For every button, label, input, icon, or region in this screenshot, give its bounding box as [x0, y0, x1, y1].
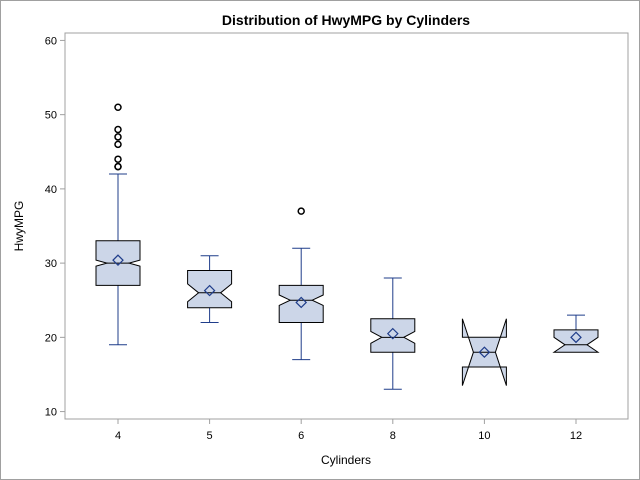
- notched-box: [187, 270, 233, 309]
- outlier-point: [114, 140, 122, 149]
- box-5: [187, 255, 233, 323]
- y-axis: 10 20 30 40 50 60: [45, 35, 65, 419]
- outlier-point: [114, 103, 122, 111]
- box-12: [552, 314, 600, 353]
- x-tick-label: 8: [390, 430, 396, 442]
- plot-area: [64, 32, 629, 420]
- x-tick-label: 4: [115, 430, 121, 442]
- outlier-point: [114, 162, 122, 171]
- x-tick-label: 5: [207, 430, 213, 442]
- mean-marker: [203, 284, 216, 297]
- x-tick-label: 10: [478, 430, 490, 442]
- outlier-point: [114, 125, 122, 134]
- y-tick-label: 60: [45, 35, 57, 47]
- mean-marker: [295, 296, 308, 309]
- x-axis-label: Cylinders: [321, 453, 371, 467]
- y-axis-label: HwyMPG: [12, 201, 26, 252]
- outlier-point: [114, 155, 122, 163]
- notched-box: [278, 284, 324, 323]
- box-8: [370, 277, 416, 390]
- box-10: [461, 318, 507, 386]
- y-tick-label: 20: [45, 332, 57, 344]
- y-tick-label: 40: [45, 184, 57, 196]
- mean-marker: [112, 254, 124, 266]
- x-axis: 4 5 6 8 10 12: [115, 419, 582, 442]
- notched-box: [552, 329, 600, 353]
- y-tick-label: 50: [45, 110, 57, 122]
- x-tick-label: 6: [298, 430, 304, 442]
- y-tick-label: 10: [45, 407, 57, 419]
- outlier-point: [114, 133, 122, 141]
- chart-title: Distribution of HwyMPG by Cylinders: [222, 12, 470, 28]
- box-series: [95, 103, 600, 390]
- notched-box: [370, 318, 416, 353]
- mean-marker: [386, 327, 399, 340]
- mean-marker: [478, 346, 491, 359]
- box-6: [278, 207, 324, 361]
- y-tick-label: 30: [45, 258, 57, 270]
- box-4: [95, 103, 141, 346]
- mean-marker: [570, 331, 582, 344]
- x-tick-label: 12: [570, 430, 582, 442]
- outlier-point: [297, 207, 305, 215]
